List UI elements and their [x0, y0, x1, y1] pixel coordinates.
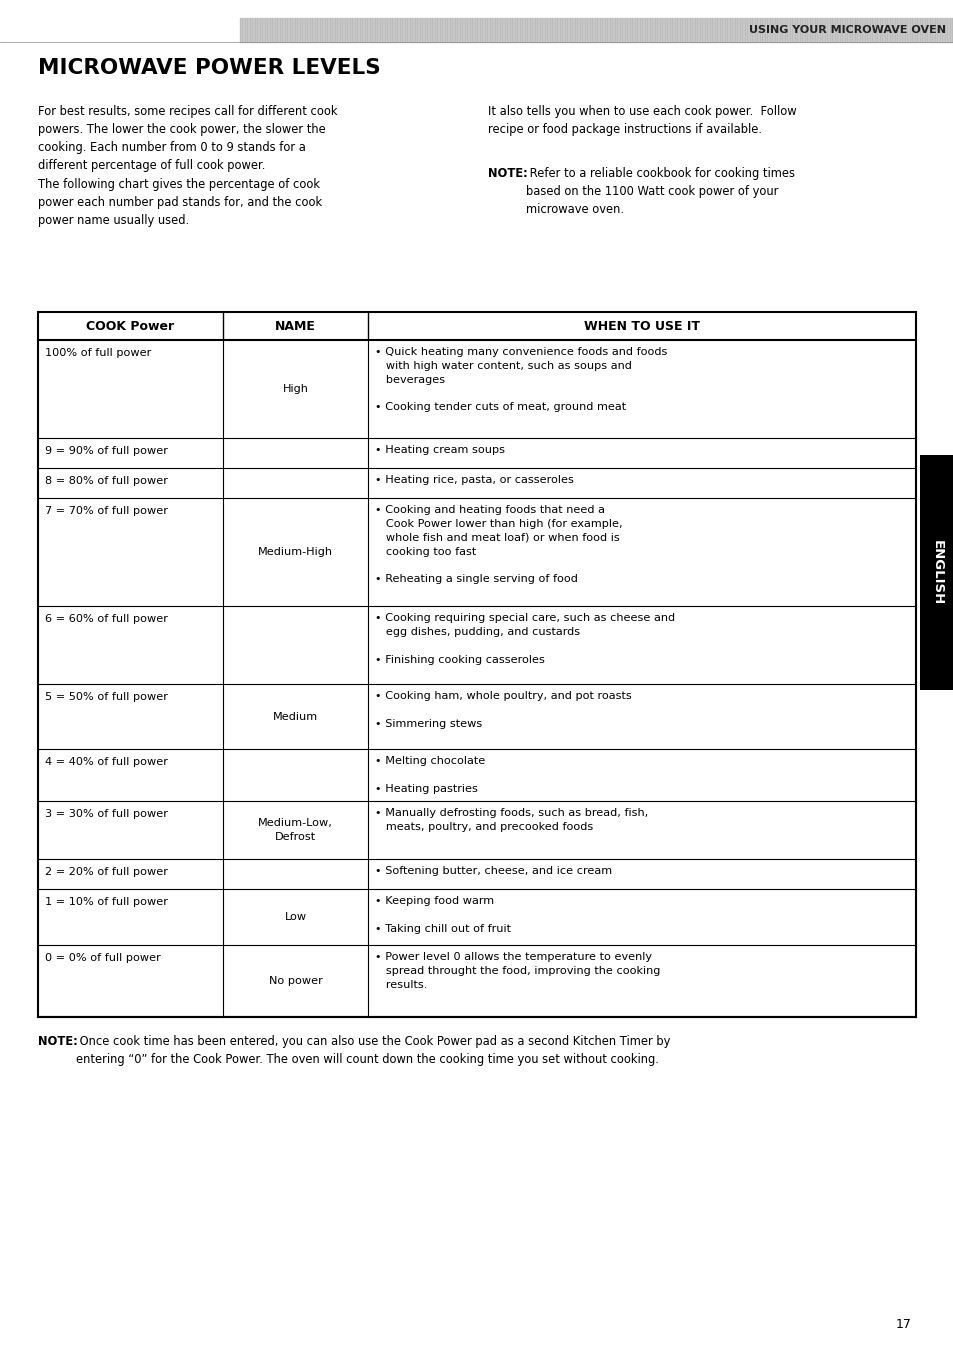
- Text: Medium-High: Medium-High: [257, 546, 333, 557]
- Text: NOTE:: NOTE:: [38, 1035, 77, 1048]
- Text: • Cooking ham, whole poultry, and pot roasts

• Simmering stews: • Cooking ham, whole poultry, and pot ro…: [375, 691, 631, 728]
- Text: USING YOUR MICROWAVE OVEN: USING YOUR MICROWAVE OVEN: [748, 26, 945, 35]
- Text: No power: No power: [269, 975, 322, 986]
- Text: High: High: [282, 384, 308, 394]
- Text: 1 = 10% of full power: 1 = 10% of full power: [45, 897, 168, 907]
- Text: 7 = 70% of full power: 7 = 70% of full power: [45, 506, 168, 517]
- Text: • Manually defrosting foods, such as bread, fish,
   meats, poultry, and precook: • Manually defrosting foods, such as bre…: [375, 808, 648, 832]
- Text: • Softening butter, cheese, and ice cream: • Softening butter, cheese, and ice crea…: [375, 866, 612, 876]
- Text: • Cooking requiring special care, such as cheese and
   egg dishes, pudding, and: • Cooking requiring special care, such a…: [375, 612, 675, 665]
- Text: For best results, some recipes call for different cook
powers. The lower the coo: For best results, some recipes call for …: [38, 105, 337, 173]
- Text: 4 = 40% of full power: 4 = 40% of full power: [45, 757, 168, 768]
- Text: 100% of full power: 100% of full power: [45, 348, 152, 357]
- Text: 5 = 50% of full power: 5 = 50% of full power: [45, 692, 168, 701]
- Text: 3 = 30% of full power: 3 = 30% of full power: [45, 809, 168, 819]
- Text: ENGLISH: ENGLISH: [929, 540, 943, 606]
- Text: COOK Power: COOK Power: [87, 320, 174, 332]
- Text: 8 = 80% of full power: 8 = 80% of full power: [45, 476, 168, 486]
- Text: • Power level 0 allows the temperature to evenly
   spread throught the food, im: • Power level 0 allows the temperature t…: [375, 952, 659, 990]
- Text: Once cook time has been entered, you can also use the Cook Power pad as a second: Once cook time has been entered, you can…: [76, 1035, 670, 1066]
- Text: 0 = 0% of full power: 0 = 0% of full power: [45, 952, 161, 963]
- Bar: [38, 312, 915, 1017]
- Text: • Melting chocolate

• Heating pastries: • Melting chocolate • Heating pastries: [375, 755, 485, 793]
- Text: Low: Low: [284, 912, 306, 921]
- Text: 6 = 60% of full power: 6 = 60% of full power: [45, 614, 168, 625]
- Text: 9 = 90% of full power: 9 = 90% of full power: [45, 447, 168, 456]
- Text: Refer to a reliable cookbook for cooking times
based on the 1100 Watt cook power: Refer to a reliable cookbook for cooking…: [525, 167, 794, 216]
- Text: • Cooking and heating foods that need a
   Cook Power lower than high (for examp: • Cooking and heating foods that need a …: [375, 505, 622, 584]
- Text: 17: 17: [895, 1318, 911, 1330]
- Text: It also tells you when to use each cook power.  Follow
recipe or food package in: It also tells you when to use each cook …: [488, 105, 796, 136]
- Text: • Quick heating many convenience foods and foods
   with high water content, suc: • Quick heating many convenience foods a…: [375, 347, 667, 413]
- Text: 2 = 20% of full power: 2 = 20% of full power: [45, 867, 168, 877]
- Text: • Heating cream soups: • Heating cream soups: [375, 445, 504, 455]
- Text: • Heating rice, pasta, or casseroles: • Heating rice, pasta, or casseroles: [375, 475, 574, 486]
- Text: NOTE:: NOTE:: [488, 167, 527, 179]
- Text: NAME: NAME: [274, 320, 315, 332]
- Text: The following chart gives the percentage of cook
power each number pad stands fo: The following chart gives the percentage…: [38, 178, 322, 227]
- Text: MICROWAVE POWER LEVELS: MICROWAVE POWER LEVELS: [38, 58, 380, 78]
- Text: Medium-Low,
Defrost: Medium-Low, Defrost: [258, 817, 333, 842]
- Bar: [919, 455, 953, 689]
- Text: WHEN TO USE IT: WHEN TO USE IT: [583, 320, 700, 332]
- Text: Medium: Medium: [273, 711, 317, 722]
- Text: • Keeping food warm

• Taking chill out of fruit: • Keeping food warm • Taking chill out o…: [375, 896, 511, 934]
